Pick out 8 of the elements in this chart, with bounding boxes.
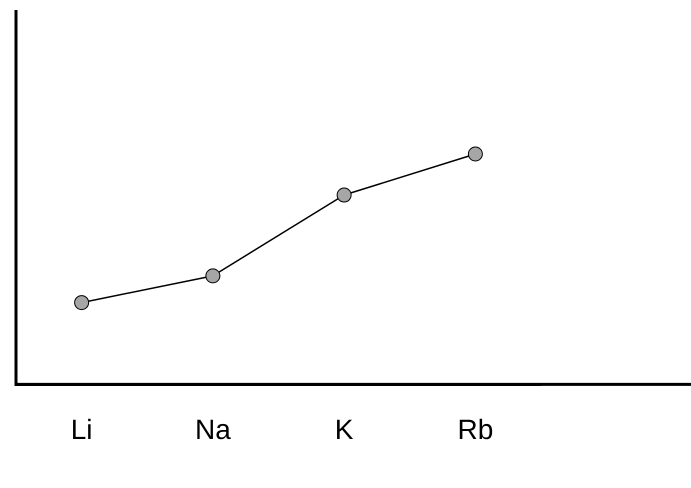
point (336, 188, 352, 203)
x-tick-label: Rb (457, 414, 494, 445)
point (205, 268, 220, 284)
x-tick-label: Na (194, 414, 232, 445)
point (74, 295, 90, 310)
x-tick-label: Li (70, 414, 93, 445)
x-tick-label: K (334, 414, 354, 445)
point (468, 146, 483, 162)
